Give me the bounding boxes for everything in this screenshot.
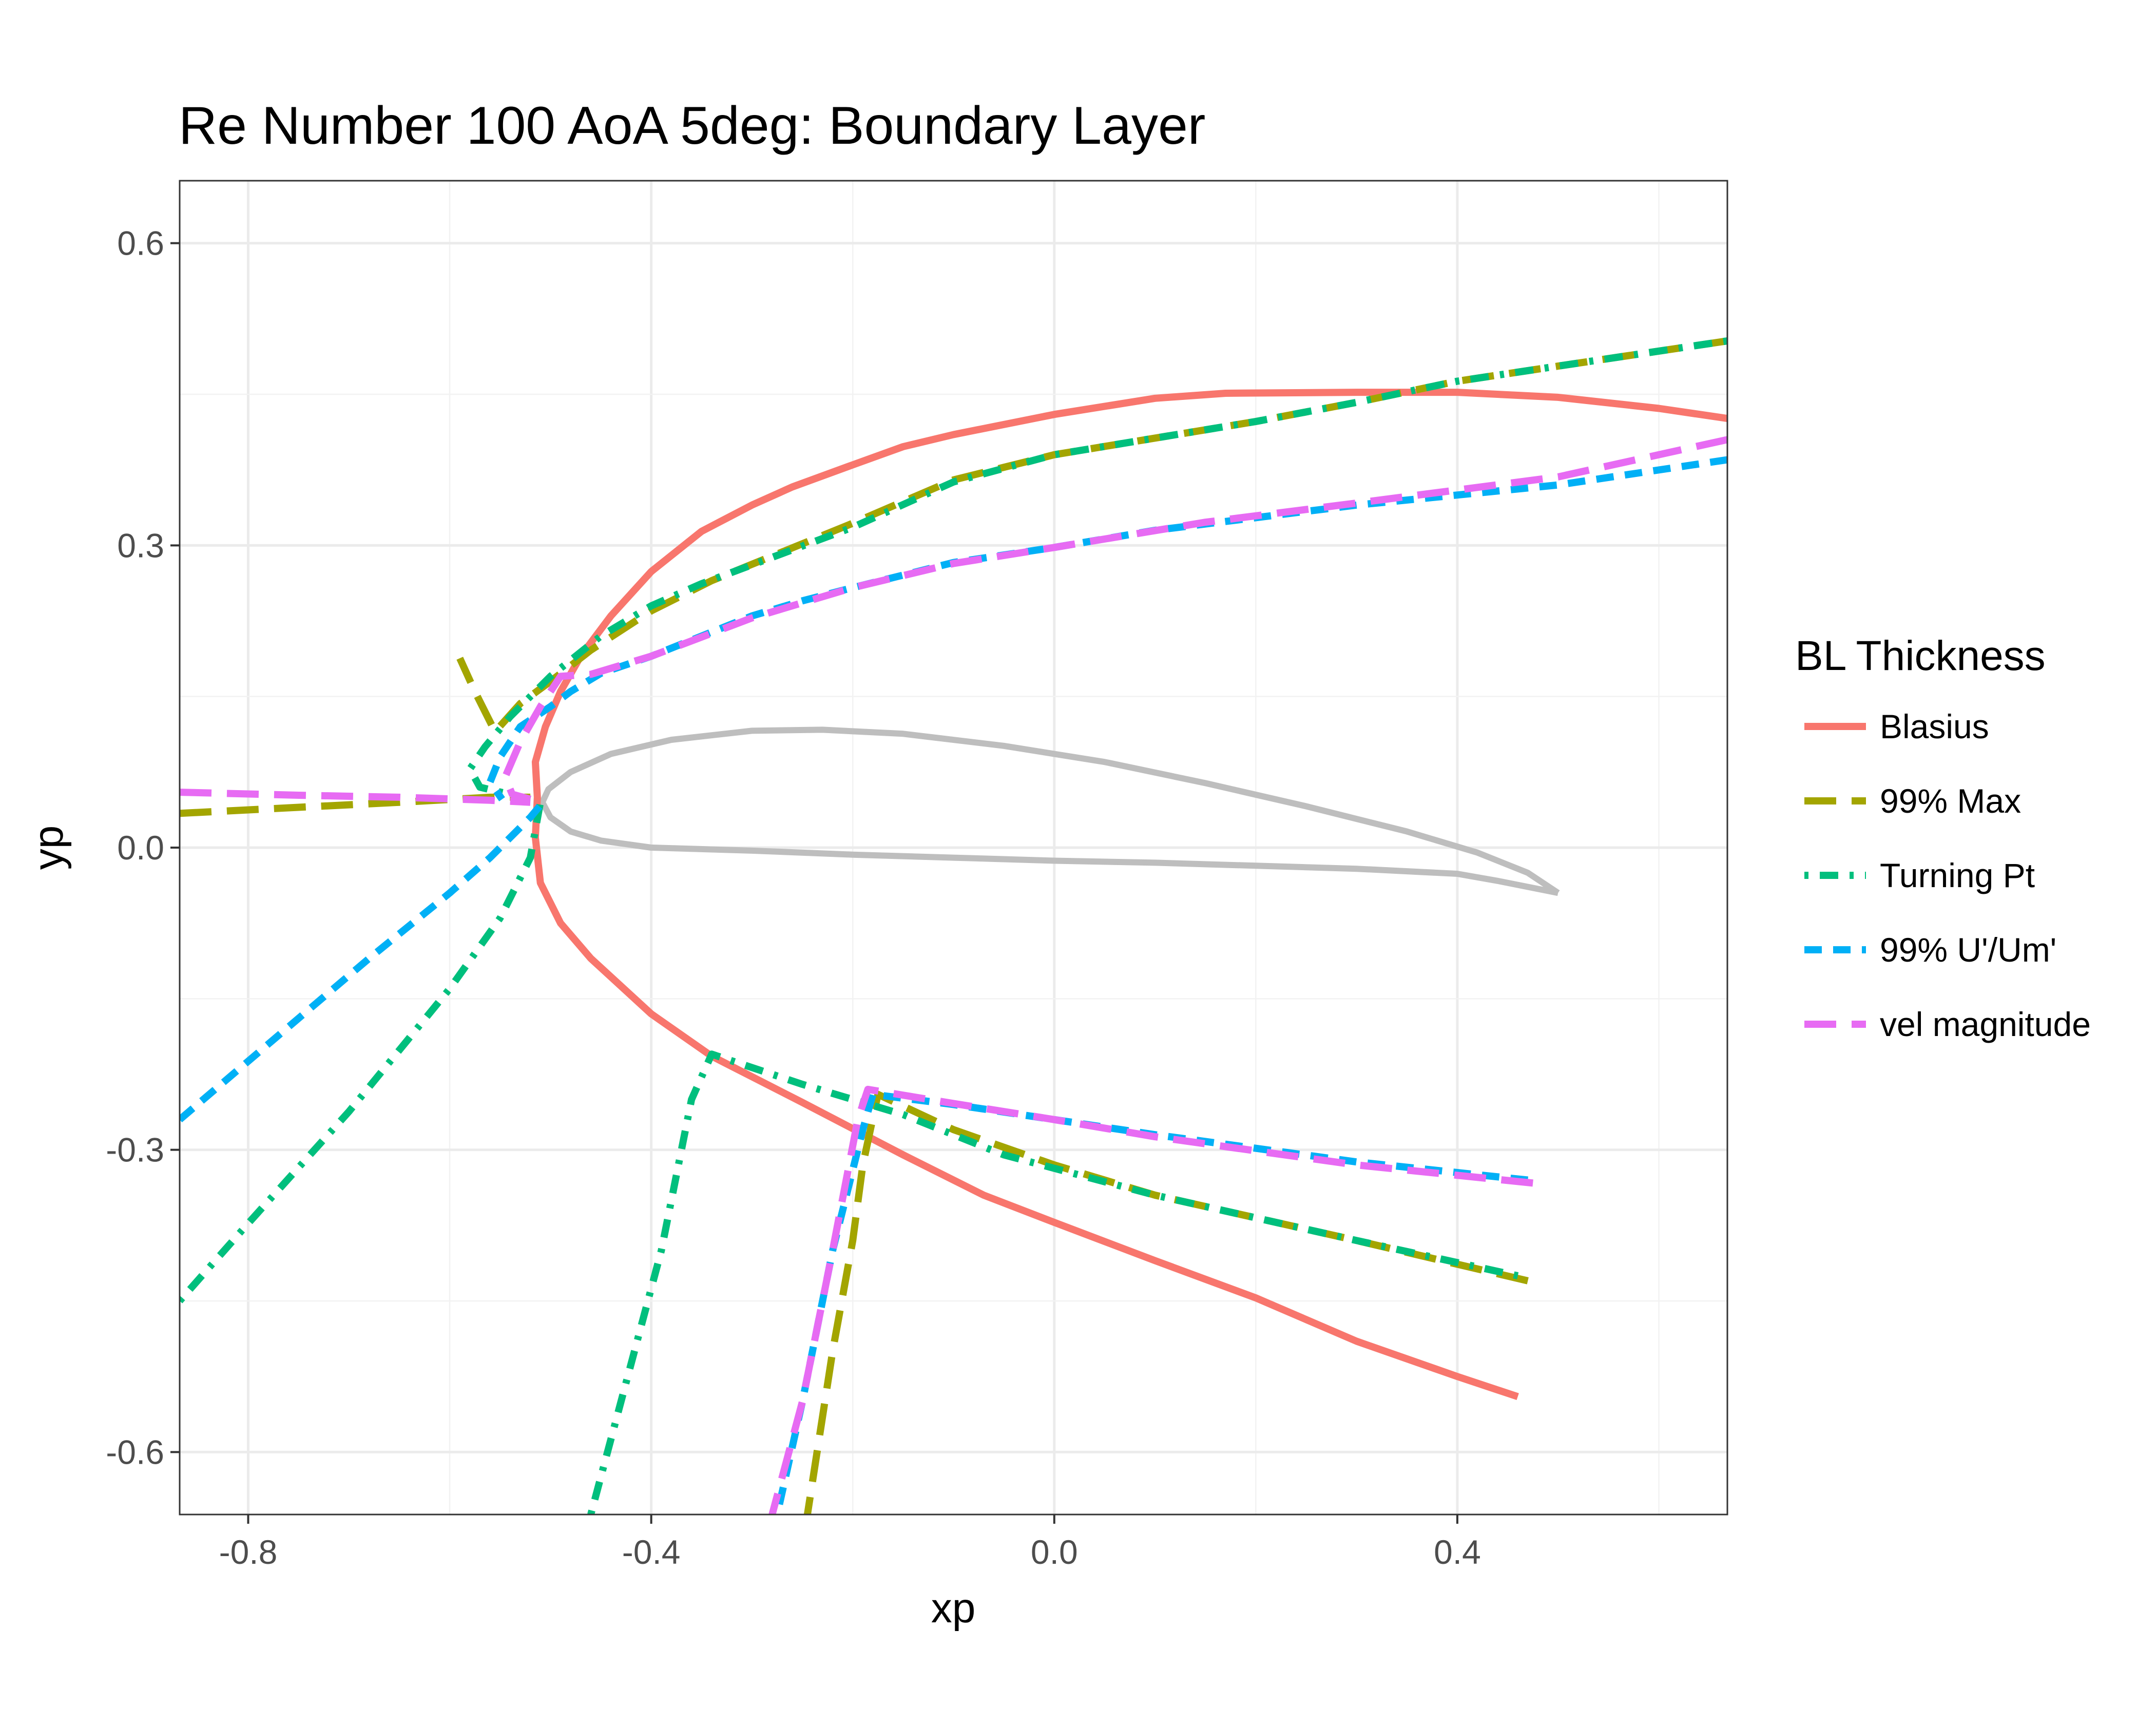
- series-line: [803, 1090, 1529, 1515]
- series-line: [180, 793, 531, 817]
- x-tick-label: 0.4: [1434, 1533, 1481, 1571]
- x-axis: -0.8 -0.4 0.0 0.4: [219, 1515, 1481, 1571]
- legend-label: Blasius: [1880, 707, 1989, 745]
- series-line: [466, 337, 1727, 803]
- x-tick-label: -0.8: [219, 1533, 278, 1571]
- chart-title: Re Number 100 AoA 5deg: Boundary Layer: [179, 96, 1205, 156]
- series-4: [180, 436, 1727, 1515]
- series-lines: [180, 337, 1727, 1515]
- legend-title: BL Thickness: [1795, 632, 2046, 679]
- y-tick-label: 0.6: [117, 224, 164, 262]
- x-tick-label: -0.4: [622, 1533, 681, 1571]
- y-axis: -0.6 -0.3 0.0 0.3 0.6: [106, 224, 180, 1471]
- y-axis-title: yp: [25, 826, 72, 870]
- series-line: [180, 801, 544, 1304]
- series-line: [587, 1050, 1519, 1515]
- x-tick-label: 0.0: [1031, 1533, 1078, 1571]
- y-tick-label: -0.6: [106, 1433, 164, 1471]
- legend-label: vel magnitude: [1880, 1005, 2091, 1043]
- series-line: [180, 789, 531, 806]
- series-2: [180, 337, 1727, 1515]
- series-line: [768, 1085, 1533, 1515]
- y-tick-label: 0.3: [117, 526, 164, 564]
- legend-label: Turning Pt: [1880, 856, 2035, 894]
- legend-label: 99% Max: [1880, 782, 2021, 820]
- airfoil-outline: [539, 726, 1560, 896]
- series-line: [180, 797, 548, 1123]
- series-line: [502, 436, 1727, 803]
- y-tick-label: 0.0: [117, 829, 164, 867]
- y-tick-label: -0.3: [106, 1131, 164, 1169]
- airfoil-line: [539, 726, 1560, 896]
- legend: BL Thickness Blasius 99% Max Turning Pt 99%…: [1795, 632, 2091, 1043]
- legend-label: 99% U'/Um': [1880, 931, 2056, 969]
- x-axis-title: xp: [931, 1585, 976, 1632]
